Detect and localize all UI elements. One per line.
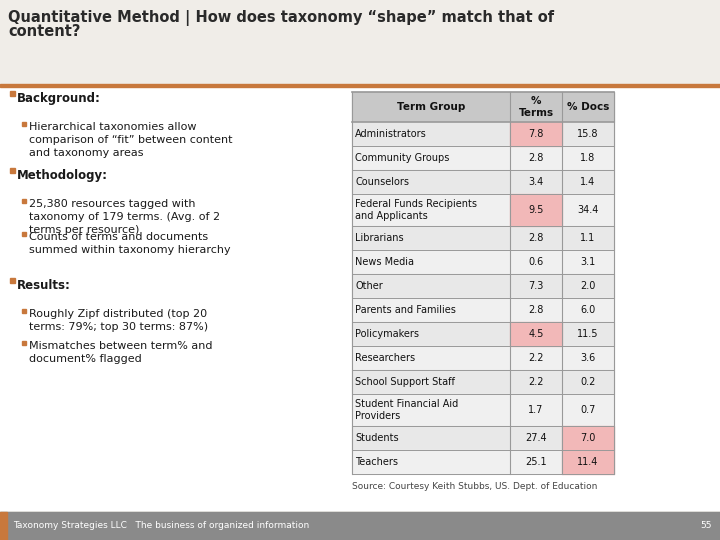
- Bar: [0, 0, 720, 85]
- Text: 3.1: 3.1: [580, 257, 595, 267]
- Bar: [10, 91, 15, 96]
- Text: 2.0: 2.0: [580, 281, 595, 291]
- Text: 25,380 resources tagged with
taxonomy of 179 terms. (Avg. of 2
terms per resourc: 25,380 resources tagged with taxonomy of…: [29, 199, 220, 234]
- Text: News Media: News Media: [355, 257, 414, 267]
- Text: Librarians: Librarians: [355, 233, 404, 243]
- Bar: [352, 194, 614, 226]
- Text: 0.6: 0.6: [528, 257, 544, 267]
- Bar: [22, 309, 26, 313]
- Text: Counselors: Counselors: [355, 177, 409, 187]
- Text: Quantitative Method | How does taxonomy “shape” match that of: Quantitative Method | How does taxonomy …: [8, 10, 554, 26]
- Text: Parents and Families: Parents and Families: [355, 305, 456, 315]
- Text: Community Groups: Community Groups: [355, 153, 449, 163]
- Text: 1.8: 1.8: [580, 153, 595, 163]
- Text: 27.4: 27.4: [525, 433, 546, 443]
- Bar: [22, 341, 26, 345]
- Text: 2.2: 2.2: [528, 377, 544, 387]
- Text: 3.6: 3.6: [580, 353, 595, 363]
- Bar: [22, 232, 26, 236]
- Text: 3.4: 3.4: [528, 177, 544, 187]
- Text: content?: content?: [8, 24, 81, 39]
- Text: Administrators: Administrators: [355, 129, 427, 139]
- Text: 0.2: 0.2: [580, 377, 595, 387]
- Text: Source: Courtesy Keith Stubbs, US. Dept. of Education: Source: Courtesy Keith Stubbs, US. Dept.…: [352, 482, 598, 491]
- Text: Policymakers: Policymakers: [355, 329, 419, 339]
- Bar: [352, 394, 614, 426]
- Text: %
Terms: % Terms: [518, 96, 554, 118]
- Text: 9.5: 9.5: [528, 205, 544, 215]
- Text: School Support Staff: School Support Staff: [355, 377, 455, 387]
- Text: 11.5: 11.5: [577, 329, 599, 339]
- Bar: [352, 274, 614, 298]
- Text: Roughly Zipf distributed (top 20
terms: 79%; top 30 terms: 87%): Roughly Zipf distributed (top 20 terms: …: [29, 309, 208, 332]
- Text: 1.4: 1.4: [580, 177, 595, 187]
- Bar: [0, 84, 720, 87]
- Text: % Docs: % Docs: [567, 102, 609, 112]
- Bar: [0, 87, 720, 510]
- Bar: [0, 512, 720, 540]
- Text: 4.5: 4.5: [528, 329, 544, 339]
- Text: Background:: Background:: [17, 92, 101, 105]
- Text: Teachers: Teachers: [355, 457, 398, 467]
- Bar: [352, 426, 614, 450]
- Text: Researchers: Researchers: [355, 353, 415, 363]
- Bar: [10, 278, 15, 283]
- Text: 2.8: 2.8: [528, 153, 544, 163]
- Bar: [352, 226, 614, 250]
- Bar: [10, 168, 15, 173]
- Text: 34.4: 34.4: [577, 205, 599, 215]
- Bar: [352, 322, 614, 346]
- Bar: [510, 194, 562, 226]
- Text: 6.0: 6.0: [580, 305, 595, 315]
- Text: Hierarchical taxonomies allow
comparison of “fit” between content
and taxonomy a: Hierarchical taxonomies allow comparison…: [29, 122, 233, 158]
- Text: Counts of terms and documents
summed within taxonomy hierarchy: Counts of terms and documents summed wit…: [29, 232, 230, 255]
- Text: 1.1: 1.1: [580, 233, 595, 243]
- Text: 0.7: 0.7: [580, 405, 595, 415]
- Bar: [352, 298, 614, 322]
- Text: Results:: Results:: [17, 279, 71, 292]
- Bar: [22, 199, 26, 203]
- Text: 2.2: 2.2: [528, 353, 544, 363]
- Bar: [562, 450, 614, 474]
- Text: 2.8: 2.8: [528, 305, 544, 315]
- Bar: [352, 170, 614, 194]
- Bar: [562, 426, 614, 450]
- Bar: [510, 322, 562, 346]
- Text: Students: Students: [355, 433, 399, 443]
- Bar: [352, 346, 614, 370]
- Text: 7.3: 7.3: [528, 281, 544, 291]
- Text: Methodology:: Methodology:: [17, 169, 108, 182]
- Text: Mismatches between term% and
document% flagged: Mismatches between term% and document% f…: [29, 341, 212, 364]
- Bar: [352, 250, 614, 274]
- Text: 7.0: 7.0: [580, 433, 595, 443]
- Text: 7.8: 7.8: [528, 129, 544, 139]
- Bar: [352, 146, 614, 170]
- Text: Federal Funds Recipients
and Applicants: Federal Funds Recipients and Applicants: [355, 199, 477, 221]
- Text: 25.1: 25.1: [525, 457, 546, 467]
- Text: Student Financial Aid
Providers: Student Financial Aid Providers: [355, 399, 458, 421]
- Bar: [510, 122, 562, 146]
- Text: 2.8: 2.8: [528, 233, 544, 243]
- Bar: [22, 122, 26, 126]
- Text: 1.7: 1.7: [528, 405, 544, 415]
- Text: 11.4: 11.4: [577, 457, 599, 467]
- Text: Taxonomy Strategies LLC   The business of organized information: Taxonomy Strategies LLC The business of …: [13, 522, 310, 530]
- Text: Term Group: Term Group: [397, 102, 465, 112]
- Bar: [352, 370, 614, 394]
- Text: Other: Other: [355, 281, 383, 291]
- Bar: [352, 92, 614, 122]
- Bar: [352, 122, 614, 146]
- Text: 15.8: 15.8: [577, 129, 599, 139]
- Text: 55: 55: [701, 522, 712, 530]
- Bar: [352, 450, 614, 474]
- Bar: [0, 512, 7, 540]
